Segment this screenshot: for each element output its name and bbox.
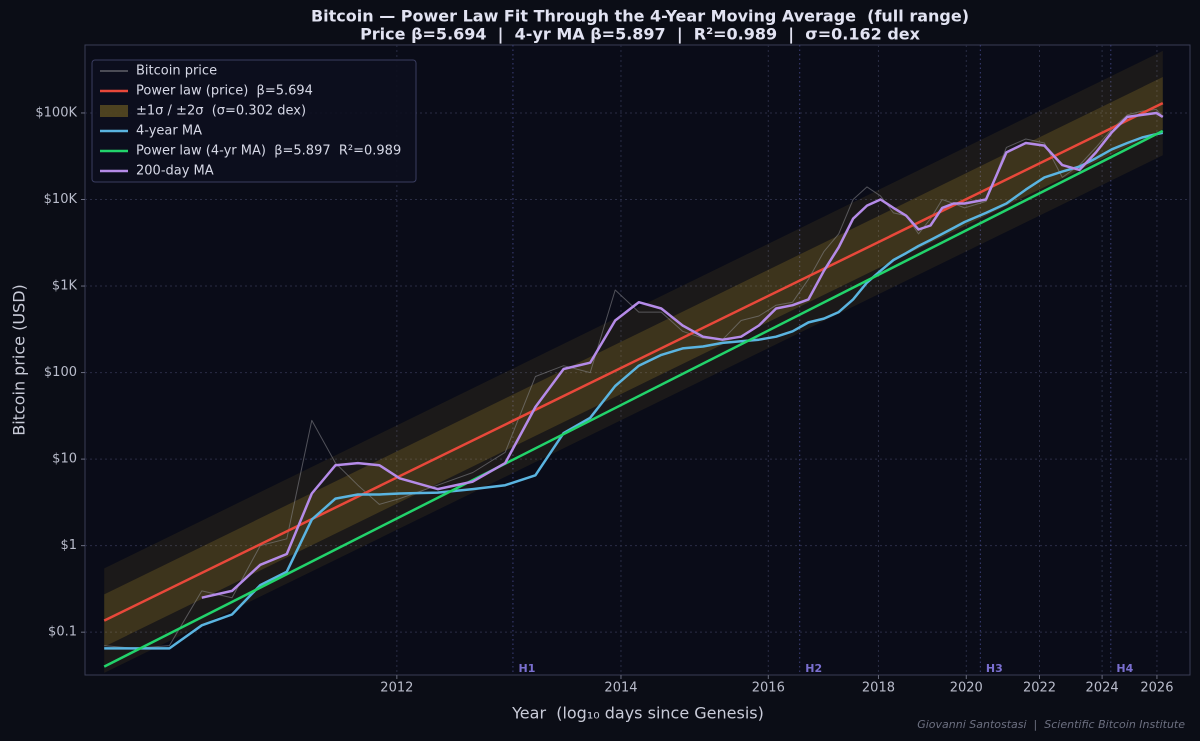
legend-box bbox=[91, 59, 417, 183]
y-tick-label: $1K bbox=[52, 279, 78, 294]
x-tick-label: 2014 bbox=[604, 681, 637, 696]
plot bbox=[85, 45, 1190, 675]
halving-label: H3 bbox=[986, 662, 1003, 675]
x-tick-label: 2012 bbox=[380, 681, 413, 696]
y-tick-label: $1 bbox=[60, 538, 77, 553]
series-line bbox=[104, 108, 1164, 649]
x-tick-label: 2016 bbox=[752, 681, 785, 696]
legend-label: ±1σ / ±2σ (σ=0.302 dex) bbox=[136, 104, 306, 119]
legend-label: Bitcoin price bbox=[136, 64, 217, 79]
series-line bbox=[103, 101, 1164, 622]
y-tick-label: $100K bbox=[35, 105, 77, 120]
legend-label: 200-day MA bbox=[136, 164, 214, 179]
chart-subtitle: Price β=5.694 | 4-yr MA β=5.897 | R²=0.9… bbox=[360, 25, 921, 45]
legend-label: Power law (4-yr MA) β=5.897 R²=0.989 bbox=[136, 144, 401, 159]
y-tick-label: $100 bbox=[44, 365, 77, 380]
y-tick-label: $0.1 bbox=[48, 625, 77, 640]
x-tick-label: 2026 bbox=[1140, 681, 1173, 696]
y-tick-label: $10 bbox=[52, 452, 77, 467]
legend: Bitcoin price Power law (price) β=5.694 ±1… bbox=[91, 59, 417, 183]
credit: Giovanni Santostasi | Scientific Bitcoin… bbox=[917, 718, 1185, 731]
halving-label: H2 bbox=[805, 662, 822, 675]
y-axis-title: Bitcoin price (USD) bbox=[10, 284, 29, 436]
x-tick-label: 2020 bbox=[950, 681, 983, 696]
legend-swatch bbox=[100, 105, 128, 117]
x-tick-label: 2024 bbox=[1086, 681, 1119, 696]
series-line bbox=[104, 131, 1164, 650]
halving-label: H1 bbox=[518, 662, 535, 675]
x-tick-label: 2022 bbox=[1023, 681, 1056, 696]
x-axis-title: Year (log₁₀ days since Genesis) bbox=[511, 704, 764, 723]
legend-label: Power law (price) β=5.694 bbox=[136, 84, 313, 99]
series-line bbox=[201, 111, 1164, 599]
halving-label: H4 bbox=[1116, 662, 1133, 675]
chart-title: Bitcoin — Power Law Fit Through the 4-Ye… bbox=[311, 7, 969, 26]
y-tick-label: $10K bbox=[44, 192, 78, 207]
legend-label: 4-year MA bbox=[136, 124, 202, 139]
x-tick-label: 2018 bbox=[862, 681, 895, 696]
series-line bbox=[103, 129, 1164, 668]
